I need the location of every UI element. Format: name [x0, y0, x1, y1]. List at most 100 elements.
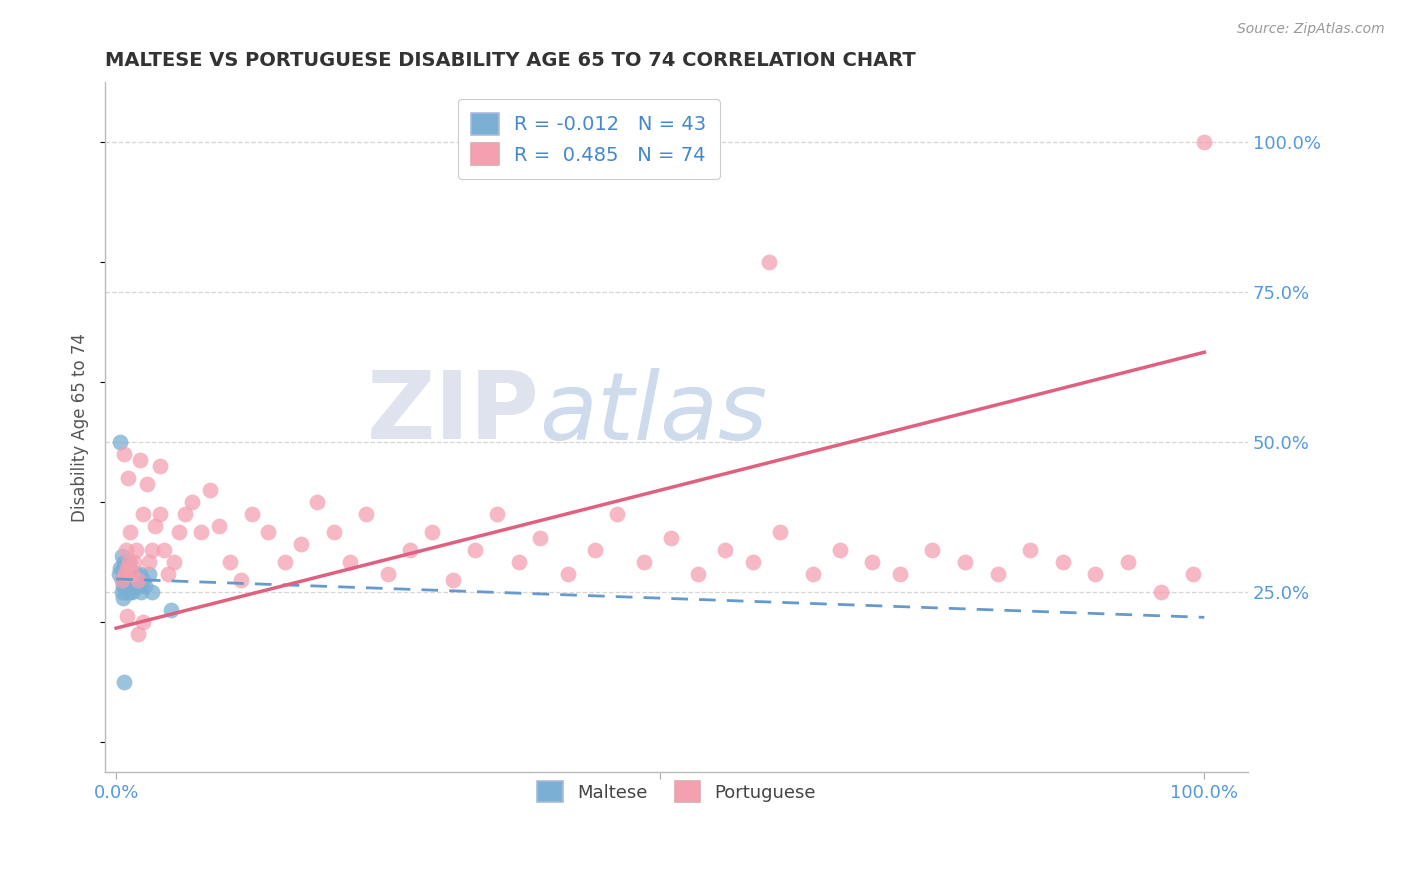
Legend: Maltese, Portuguese: Maltese, Portuguese: [524, 769, 828, 814]
Point: [163, 555, 186, 569]
Point: [173, 507, 195, 521]
Point: [557, 567, 579, 582]
Point: [112, 573, 135, 587]
Point: [529, 531, 551, 545]
Point: [118, 555, 141, 569]
Point: [231, 573, 253, 587]
Text: ZIP: ZIP: [367, 368, 540, 459]
Point: [141, 543, 163, 558]
Point: [1150, 585, 1173, 599]
Point: [110, 435, 132, 450]
Point: [583, 543, 606, 558]
Point: [181, 495, 204, 509]
Point: [120, 585, 142, 599]
Point: [135, 477, 157, 491]
Point: [159, 603, 181, 617]
Point: [149, 459, 172, 474]
Point: [110, 573, 132, 587]
Point: [121, 573, 143, 587]
Point: [290, 537, 312, 551]
Point: [828, 543, 851, 558]
Point: [377, 567, 399, 582]
Point: [860, 555, 883, 569]
Point: [127, 627, 149, 641]
Point: [889, 567, 911, 582]
Point: [117, 567, 139, 582]
Text: atlas: atlas: [540, 368, 768, 458]
Point: [122, 555, 145, 569]
Point: [633, 555, 655, 569]
Point: [606, 507, 628, 521]
Point: [110, 573, 132, 587]
Point: [114, 567, 136, 582]
Point: [115, 585, 138, 599]
Point: [112, 447, 135, 461]
Point: [741, 555, 763, 569]
Point: [122, 579, 145, 593]
Point: [121, 585, 143, 599]
Point: [129, 567, 152, 582]
Point: [769, 525, 792, 540]
Point: [986, 567, 1008, 582]
Point: [115, 573, 138, 587]
Point: [118, 561, 141, 575]
Point: [153, 543, 176, 558]
Point: [758, 255, 780, 269]
Y-axis label: Disability Age 65 to 74: Disability Age 65 to 74: [72, 333, 89, 522]
Point: [141, 585, 163, 599]
Point: [114, 567, 136, 582]
Point: [118, 555, 141, 569]
Point: [129, 585, 152, 599]
Point: [120, 567, 142, 582]
Point: [219, 555, 242, 569]
Point: [1116, 555, 1139, 569]
Point: [339, 555, 361, 569]
Point: [111, 591, 134, 606]
Point: [125, 567, 148, 582]
Point: [801, 567, 824, 582]
Point: [110, 561, 132, 575]
Point: [420, 525, 443, 540]
Point: [115, 561, 138, 575]
Point: [114, 579, 136, 593]
Point: [190, 525, 212, 540]
Point: [714, 543, 737, 558]
Point: [117, 471, 139, 485]
Point: [307, 495, 329, 509]
Point: [143, 519, 166, 533]
Point: [118, 579, 141, 593]
Point: [108, 567, 131, 582]
Point: [257, 525, 280, 540]
Point: [464, 543, 486, 558]
Point: [134, 579, 156, 593]
Point: [1019, 543, 1042, 558]
Point: [356, 507, 378, 521]
Point: [115, 573, 138, 587]
Point: [1084, 567, 1107, 582]
Point: [120, 579, 142, 593]
Point: [921, 543, 943, 558]
Point: [127, 573, 149, 587]
Point: [115, 609, 138, 624]
Point: [115, 579, 138, 593]
Point: [167, 525, 190, 540]
Point: [157, 567, 180, 582]
Point: [120, 573, 142, 587]
Point: [138, 555, 160, 569]
Point: [688, 567, 710, 582]
Point: [111, 579, 134, 593]
Point: [121, 567, 143, 582]
Text: Source: ZipAtlas.com: Source: ZipAtlas.com: [1237, 22, 1385, 37]
Point: [198, 483, 221, 498]
Point: [112, 675, 135, 690]
Point: [125, 543, 148, 558]
Point: [111, 561, 134, 575]
Point: [125, 579, 148, 593]
Point: [110, 585, 132, 599]
Point: [115, 567, 138, 582]
Point: [129, 453, 152, 467]
Point: [322, 525, 344, 540]
Point: [138, 567, 160, 582]
Point: [1182, 567, 1205, 582]
Point: [1052, 555, 1074, 569]
